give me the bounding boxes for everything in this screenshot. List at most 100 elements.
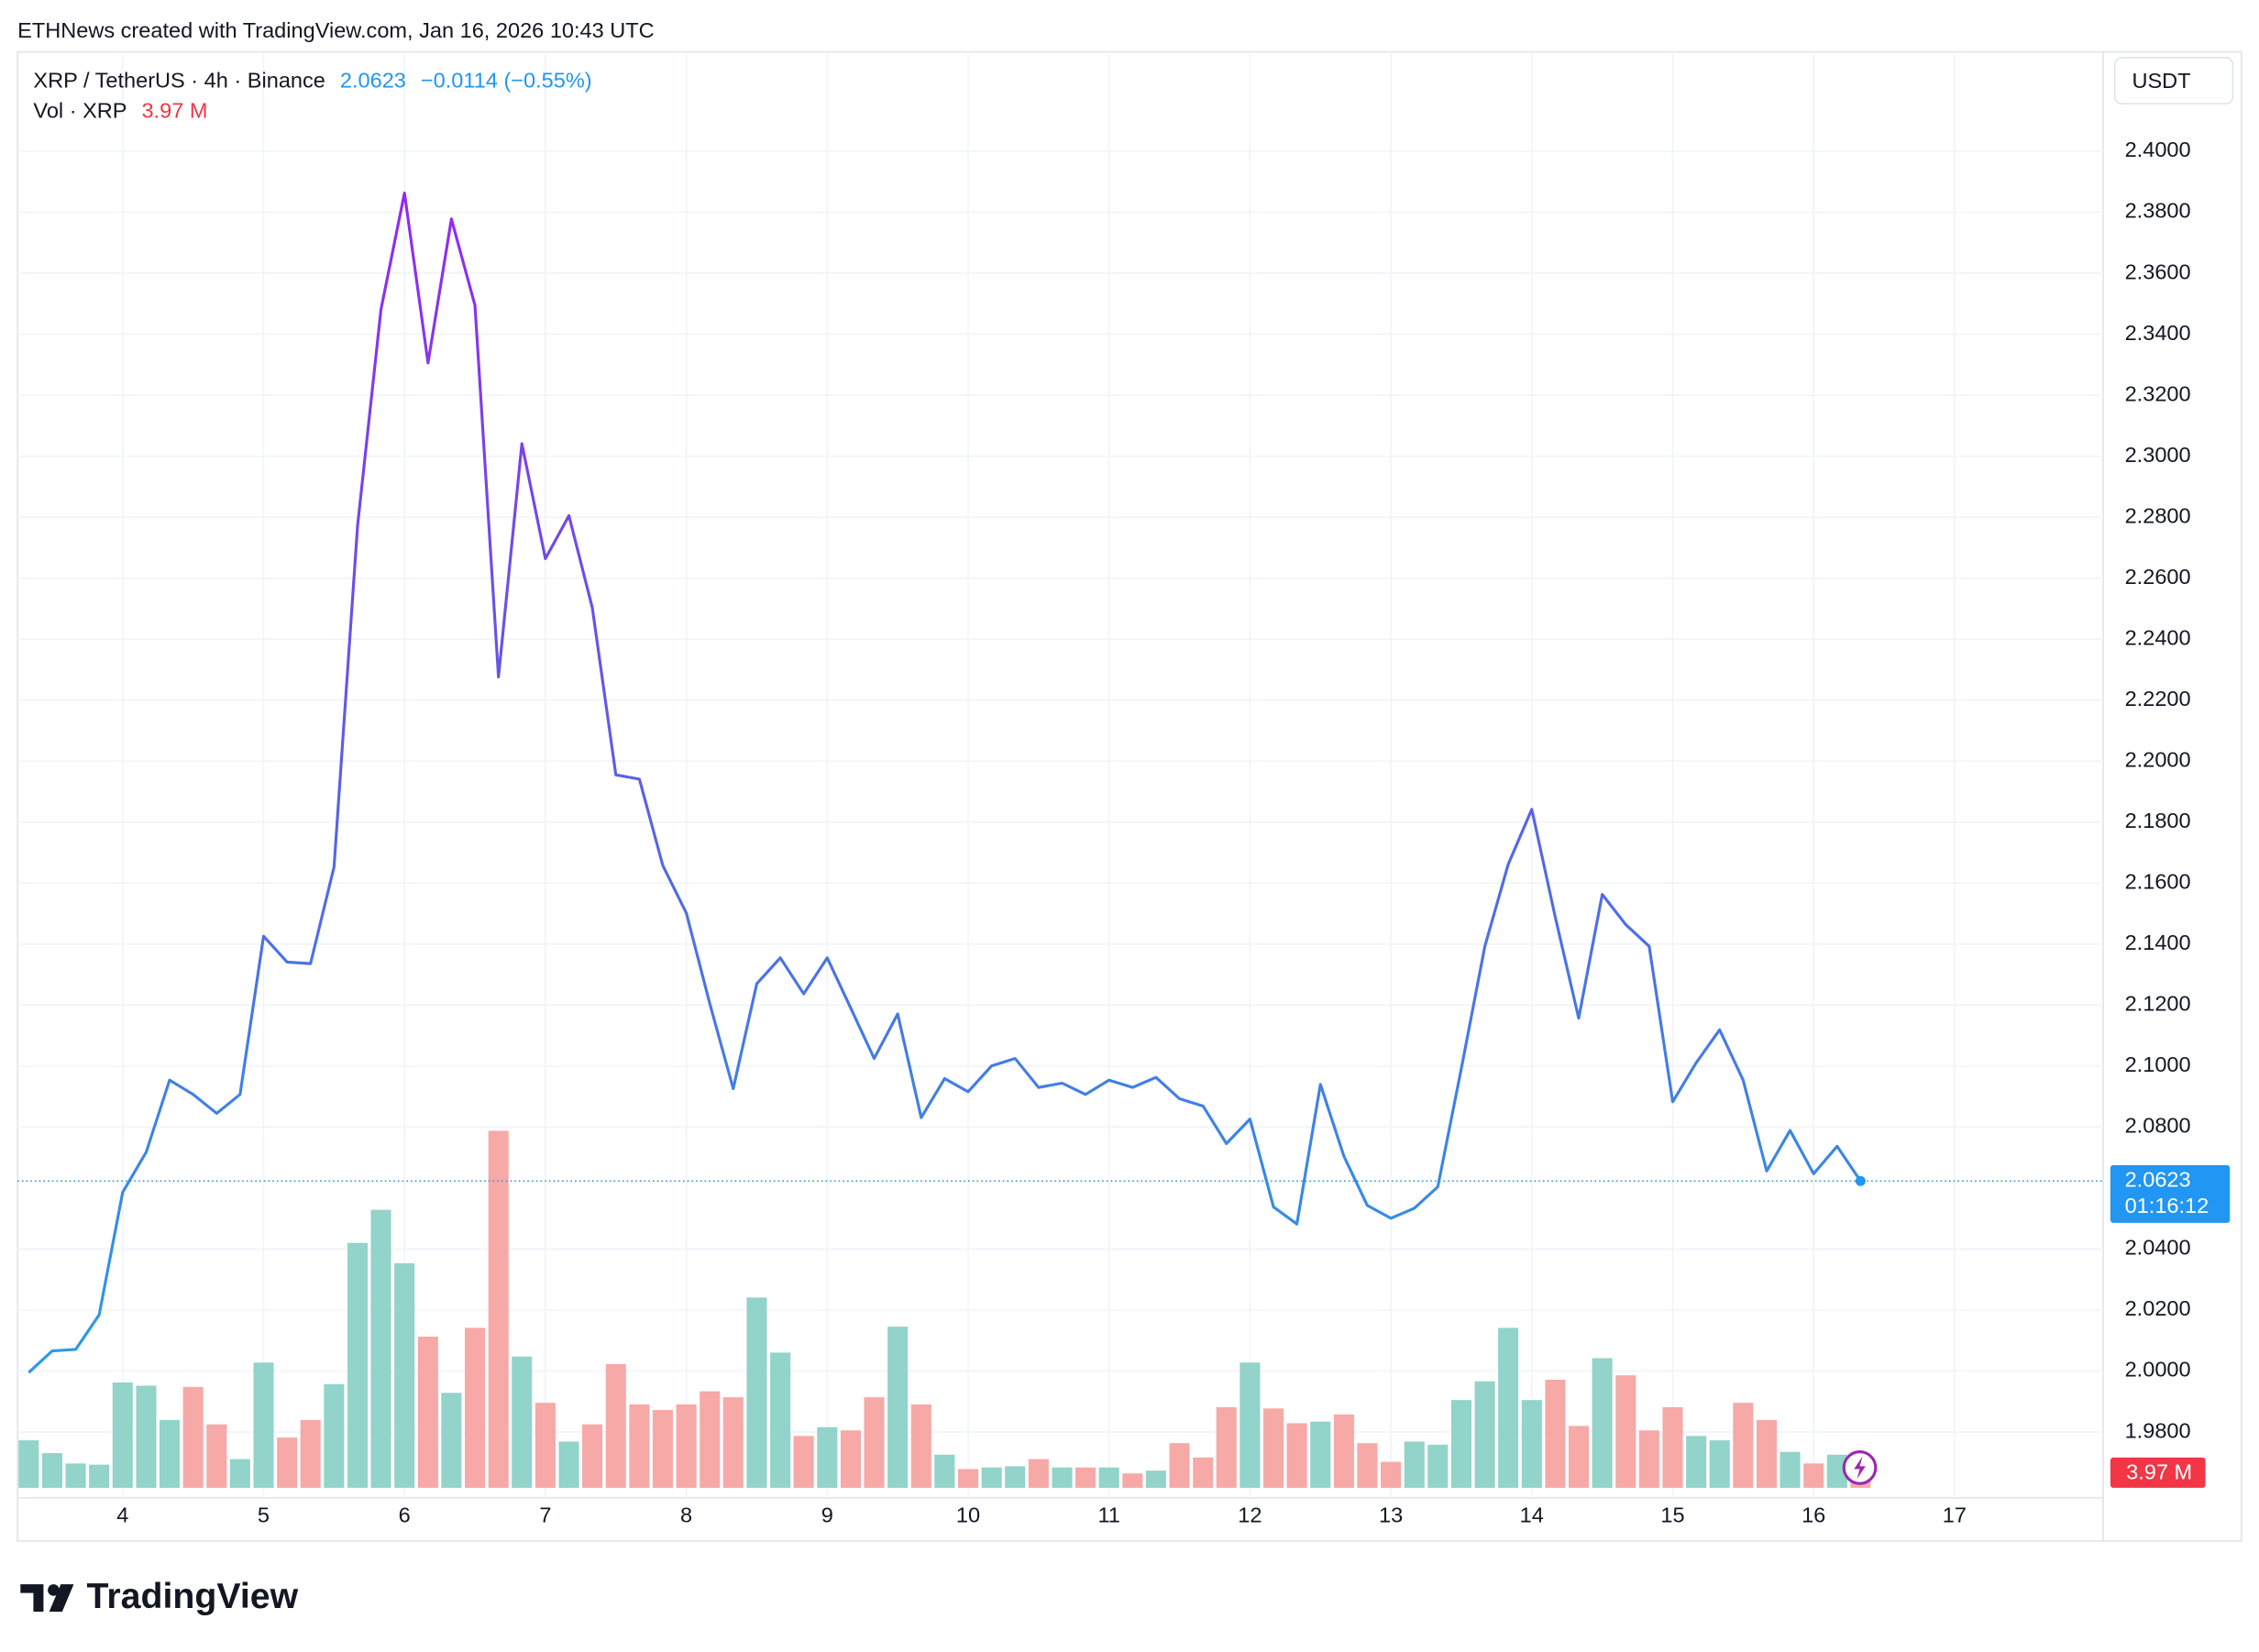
volume-bar xyxy=(910,1404,931,1488)
y-tick-label: 2.1800 xyxy=(2125,809,2191,832)
volume-bar xyxy=(488,1130,509,1488)
flash-bolt[interactable] xyxy=(1854,1456,1866,1480)
volume-bar xyxy=(253,1362,274,1488)
y-tick-label: 2.0200 xyxy=(2125,1296,2191,1320)
volume-bar xyxy=(41,1453,62,1488)
volume-bar xyxy=(136,1385,157,1488)
volume-title: Vol · XRP xyxy=(33,99,127,123)
attribution: ETHNews created with TradingView.com, Ja… xyxy=(17,18,655,42)
x-tick-label: 16 xyxy=(1802,1503,1825,1527)
y-tick-label: 2.1200 xyxy=(2125,992,2191,1016)
volume-bar xyxy=(112,1382,133,1488)
volume-bar xyxy=(1169,1443,1190,1488)
x-tick-label: 17 xyxy=(1943,1503,1967,1527)
volume-bar xyxy=(558,1441,579,1488)
y-tick-label: 2.0000 xyxy=(2125,1358,2191,1382)
volume-bar xyxy=(652,1410,673,1488)
volume-bar xyxy=(746,1297,767,1488)
volume-bar xyxy=(1427,1444,1449,1488)
volume-bar xyxy=(1592,1358,1613,1488)
volume-bar xyxy=(182,1386,204,1488)
volume-bar xyxy=(347,1242,369,1488)
volume-bar xyxy=(582,1424,603,1488)
volume-bar xyxy=(1005,1466,1026,1488)
symbol: XRP / TetherUS · 4h · Binance xyxy=(33,69,325,93)
volume-bar xyxy=(676,1404,697,1488)
volume-bar xyxy=(300,1419,321,1488)
volume-bar xyxy=(722,1397,744,1488)
volume-bar xyxy=(1803,1463,1824,1488)
volume-bar xyxy=(1193,1457,1214,1488)
volume-tag xyxy=(2110,1457,2206,1488)
price-line xyxy=(28,191,1862,1374)
y-tick-label: 2.3800 xyxy=(2125,199,2191,223)
volume-bar xyxy=(1450,1400,1471,1488)
volume-bar xyxy=(512,1356,533,1488)
volume-bar xyxy=(1568,1426,1590,1488)
volume-bar xyxy=(1145,1470,1166,1488)
x-tick-label: 8 xyxy=(680,1503,692,1527)
volume-bar xyxy=(1098,1467,1119,1488)
volume-bar xyxy=(840,1430,862,1488)
brand-logo: TradingView xyxy=(20,1576,299,1616)
currency[interactable]: USDT xyxy=(2132,69,2190,93)
volume-bar xyxy=(1638,1430,1659,1488)
volume-bar xyxy=(18,1440,39,1488)
volume-bar xyxy=(394,1262,415,1488)
volume-bar xyxy=(65,1463,86,1488)
volume-bar xyxy=(1733,1403,1754,1488)
y-tick-label: 2.4000 xyxy=(2125,138,2191,161)
price-change: −0.0114 (−0.55%) xyxy=(421,69,592,93)
currency-button[interactable] xyxy=(2113,57,2234,105)
volume-bar xyxy=(1521,1400,1542,1488)
last-point xyxy=(1855,1175,1866,1186)
volume-bar xyxy=(864,1397,885,1488)
y-tick-label: 2.0400 xyxy=(2125,1236,2191,1260)
volume-bar xyxy=(465,1327,486,1488)
x-tick-label: 5 xyxy=(258,1503,270,1527)
volume-bar xyxy=(700,1391,721,1488)
volume-bar xyxy=(1686,1436,1707,1488)
volume-bar xyxy=(1780,1451,1801,1488)
volume-bar xyxy=(1404,1441,1425,1488)
volume-bar xyxy=(1028,1459,1049,1488)
x-tick-label: 7 xyxy=(539,1503,551,1527)
volume-bar xyxy=(1263,1408,1284,1488)
volume-bar xyxy=(1381,1461,1402,1488)
y-tick-label: 2.2200 xyxy=(2125,687,2191,710)
y-tick-label: 2.2400 xyxy=(2125,625,2191,649)
y-tick-label: 2.3400 xyxy=(2125,321,2191,345)
volume-bar xyxy=(1709,1440,1730,1488)
x-tick-label: 4 xyxy=(116,1503,128,1527)
volume-bar xyxy=(1357,1443,1378,1488)
volume-bar xyxy=(1286,1423,1307,1488)
volume-bar xyxy=(1122,1473,1143,1488)
x-tick-label: 11 xyxy=(1097,1503,1119,1527)
volume-bar xyxy=(229,1459,250,1488)
volume-bar xyxy=(1474,1381,1495,1488)
y-tick-label: 2.3000 xyxy=(2125,443,2191,467)
y-tick-label: 1.9800 xyxy=(2125,1418,2191,1442)
y-tick-label: 2.0800 xyxy=(2125,1114,2191,1138)
volume-bar xyxy=(1052,1467,1073,1488)
volume-bar xyxy=(1074,1467,1096,1488)
last-price: 2.0623 xyxy=(340,69,406,93)
volume-bar xyxy=(1498,1327,1519,1488)
logo-dot xyxy=(48,1584,60,1596)
countdown: 01:16:12 xyxy=(2125,1194,2209,1217)
x-tick-label: 9 xyxy=(821,1503,833,1527)
logo-t xyxy=(20,1584,44,1613)
volume-bar xyxy=(1756,1419,1778,1488)
x-tick-label: 10 xyxy=(956,1503,980,1527)
volume-bar xyxy=(770,1352,791,1488)
price-tag xyxy=(2110,1165,2231,1223)
y-tick-label: 2.1000 xyxy=(2125,1052,2191,1076)
y-tick-label: 2.2600 xyxy=(2125,565,2191,589)
volume-bar xyxy=(957,1469,979,1488)
x-tick-label: 6 xyxy=(399,1503,411,1527)
volume-bar xyxy=(981,1467,1002,1488)
flash-icon[interactable] xyxy=(1842,1450,1878,1485)
volume-bar xyxy=(534,1403,556,1488)
brand: TradingView xyxy=(87,1576,299,1616)
volume-bar xyxy=(1216,1407,1237,1488)
